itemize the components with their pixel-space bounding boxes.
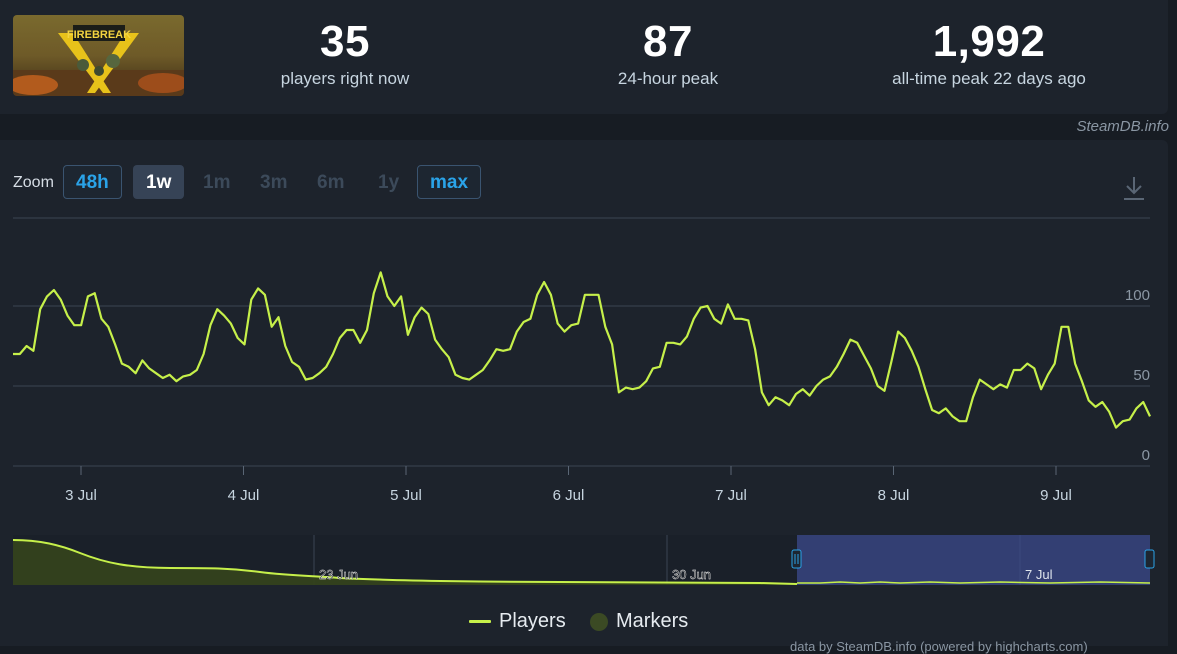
chart-legend: Players Markers	[0, 610, 1168, 634]
peak-24h-label: 24-hour peak	[617, 69, 719, 88]
zoom-1w-button[interactable]: 1w	[133, 165, 185, 199]
legend-markers-swatch	[590, 612, 608, 631]
legend-players-swatch	[469, 620, 491, 623]
navigator-label-30jun: 30 Jun	[672, 567, 711, 582]
zoom-1y-button[interactable]: 1y	[378, 172, 400, 193]
x-tick-label-3: 6 Jul	[553, 487, 585, 504]
x-tick-label-4: 7 Jul	[715, 487, 747, 504]
y-tick-label-100: 100	[1125, 287, 1150, 304]
navigator-label-23jun: 23 Jun	[319, 567, 358, 582]
navigator-label-7jul: 7 Jul	[1025, 567, 1053, 582]
download-icon[interactable]	[1122, 175, 1146, 201]
chart-footnote: data by SteamDB.info (powered by highcha…	[790, 639, 1088, 654]
players-series-line	[13, 271, 1151, 429]
all-time-peak-label: all-time peak 22 days ago	[892, 69, 1086, 88]
game-capsule-image[interactable]: FIREBREAK	[13, 15, 184, 96]
x-tick-label-5: 8 Jul	[878, 487, 910, 504]
stat-24h-peak: 87 24-hour peak	[578, 16, 758, 90]
legend-players[interactable]: Players	[469, 610, 566, 633]
x-tick-label-2: 5 Jul	[390, 487, 422, 504]
x-tick-label-6: 9 Jul	[1040, 487, 1072, 504]
steamdb-credit[interactable]: SteamDB.info	[1076, 118, 1169, 135]
navigator-right-handle	[1144, 549, 1155, 569]
navigator-chart[interactable]: 23 Jun 30 Jun 7 Jul	[0, 533, 1168, 587]
player-count-chart[interactable]: 0 50 100 3 Jul 4 Jul 5 Jul 6 Jul 7 Jul 8 Jul 9 J…	[0, 210, 1168, 590]
peak-24h-value: 87	[643, 17, 693, 66]
y-tick-label-50: 50	[1133, 367, 1150, 384]
current-players-label: players right now	[280, 69, 410, 88]
zoom-3m-button[interactable]: 3m	[260, 172, 288, 193]
navigator-left-handle	[791, 549, 802, 569]
zoom-label: Zoom	[13, 174, 54, 191]
navigator-line	[12, 539, 798, 585]
zoom-max-button[interactable]: max	[417, 165, 482, 199]
svg-text:FIREBREAK: FIREBREAK	[67, 29, 131, 41]
all-time-peak-value: 1,992	[932, 17, 1046, 66]
y-tick-label-0: 0	[1142, 447, 1150, 464]
legend-markers[interactable]: Markers	[590, 610, 688, 633]
zoom-6m-button[interactable]: 6m	[317, 172, 345, 193]
chart-panel: Zoom 48h 1w 1m 3m 6m 1y max 0 50 100 3 Jul…	[0, 140, 1168, 654]
zoom-1m-button[interactable]: 1m	[203, 172, 231, 193]
current-players-value: 35	[320, 17, 370, 66]
legend-markers-label: Markers	[616, 610, 689, 632]
legend-players-label: Players	[499, 610, 566, 632]
navigator-selection	[797, 535, 1150, 585]
stat-current-players: 35 players right now	[245, 16, 445, 90]
stats-bar: FIREBREAK 35 players right now 87 24-hou…	[0, 0, 1168, 114]
x-tick-label-0: 3 Jul	[65, 487, 97, 504]
stat-all-time-peak: 1,992 all-time peak 22 days ago	[868, 16, 1110, 90]
navigator-area	[13, 540, 797, 585]
zoom-48h-button[interactable]: 48h	[63, 165, 122, 199]
x-tick-label-1: 4 Jul	[228, 487, 260, 504]
